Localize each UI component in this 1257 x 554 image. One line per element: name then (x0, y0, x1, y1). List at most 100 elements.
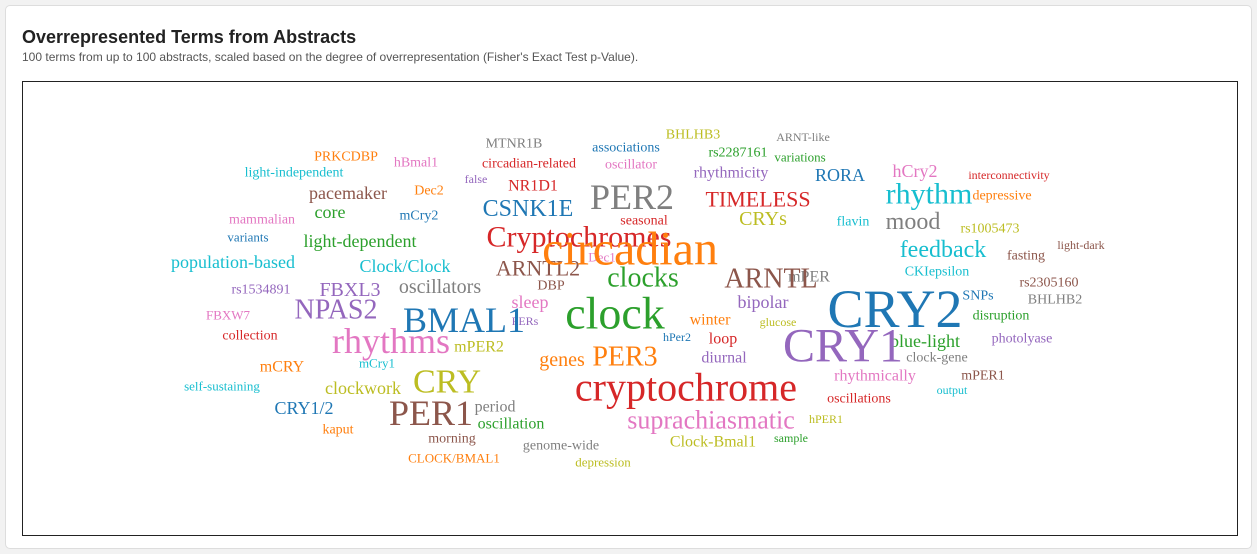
word-cry1-2: CRY1/2 (274, 398, 333, 418)
word-kaput: kaput (322, 423, 353, 438)
word-rs1534891: rs1534891 (231, 283, 290, 298)
word-cryptochrome: cryptochrome (575, 365, 797, 410)
word-clocks: clocks (607, 263, 679, 294)
word-dbp: DBP (537, 279, 564, 294)
word-cry2: CRY2 (827, 279, 962, 339)
word-dec1: Dec1 (588, 250, 615, 265)
word-oscillators: oscillators (399, 276, 481, 298)
word-winter: winter (690, 312, 732, 329)
word-light-dark: light-dark (1057, 238, 1104, 252)
word-photolyase: photolyase (992, 332, 1053, 347)
word-genes: genes (539, 349, 585, 371)
wordcloud-frame: sample hPER1 output glucose hPer2 PERs false AR… (22, 81, 1238, 536)
word-bipolar: bipolar (738, 292, 789, 312)
word-fbxw7: FBXW7 (206, 308, 251, 323)
word-rs2305160: rs2305160 (1019, 276, 1078, 291)
word-snps: SNPs (962, 289, 993, 304)
word-depression: depression (575, 455, 631, 470)
word-mper2: mPER2 (454, 339, 504, 356)
word-hbmal1: hBmal1 (394, 156, 438, 171)
panel-subtitle: 100 terms from up to 100 abstracts, scal… (22, 50, 639, 64)
word-per1: PER1 (389, 393, 473, 433)
word-csnk1e: CSNK1E (483, 196, 574, 222)
word-clock-bmal1: Clock-Bmal1 (670, 434, 756, 451)
word-mcry: mCRY (260, 359, 305, 376)
word-period: period (475, 399, 516, 416)
word-cry1: CRY1 (783, 320, 903, 373)
word-variants: variants (227, 230, 268, 245)
word-per3: PER3 (592, 342, 657, 373)
word-core: core (315, 202, 346, 222)
word-self-sustaining: self-sustaining (184, 379, 260, 394)
wordcloud-card: Overrepresented Terms from Abstracts 100… (5, 5, 1252, 549)
word-diurnal: diurnal (701, 350, 747, 367)
panel-title: Overrepresented Terms from Abstracts (22, 27, 357, 47)
word-mcry2: mCry2 (400, 209, 439, 224)
word-hper1: hPER1 (809, 412, 843, 426)
word-bhlhb2: BHLHB2 (1028, 293, 1082, 308)
word-cry: CRY (413, 364, 481, 401)
word-timeless: TIMELESS (705, 187, 810, 212)
word-clockwork: clockwork (325, 378, 401, 398)
word-dec2: Dec2 (414, 184, 444, 199)
word-oscillator: oscillator (605, 158, 657, 173)
word-rhythms: rhythms (332, 321, 450, 361)
word-loop: loop (709, 331, 737, 348)
word-fbxl3: FBXL3 (319, 279, 380, 301)
word-clock-bmal1: CLOCK/BMAL1 (408, 451, 500, 466)
word-genome-wide: genome-wide (523, 439, 599, 454)
word-bhlhb3: BHLHB3 (666, 128, 720, 143)
word-mper: mPER (788, 269, 830, 286)
word-clock-gene: clock-gene (906, 351, 967, 366)
word-oscillation: oscillation (478, 416, 545, 433)
word-false: false (465, 172, 488, 186)
word-rhythmicity: rhythmicity (694, 165, 769, 182)
word-output: output (937, 383, 968, 397)
word-pers: PERs (512, 314, 539, 328)
word-prkcdbp: PRKCDBP (314, 150, 378, 165)
word-hcry2: hCry2 (893, 161, 938, 181)
word-clock-clock: Clock/Clock (360, 256, 451, 276)
word-depressive: depressive (972, 189, 1031, 204)
word-arntl2: ARNTL2 (496, 256, 580, 281)
word-light-dependent: light-dependent (304, 231, 417, 251)
word-fasting: fasting (1007, 249, 1045, 264)
word-circadian: circadian (542, 223, 718, 276)
word-bmal1: BMAL1 (403, 300, 525, 340)
word-glucose: glucose (760, 315, 797, 329)
word-clock: clock (565, 288, 665, 339)
word-rhythmically: rhythmically (834, 368, 916, 385)
word-blue-light: blue-light (890, 331, 960, 351)
word-mcry1: mCry1 (359, 356, 395, 371)
word-collection: collection (222, 329, 277, 344)
word-circadian-related: circadian-related (482, 157, 576, 172)
word-crys: CRYs (739, 208, 787, 230)
word-morning: morning (428, 432, 475, 447)
word-rhythm: rhythm (886, 178, 973, 211)
word-seasonal: seasonal (620, 214, 668, 229)
word-mtnr1b: MTNR1B (486, 137, 543, 152)
word-nr1d1: NR1D1 (508, 178, 558, 195)
word-cryptochromes: Cryptochromes (487, 221, 672, 254)
word-sample: sample (774, 431, 808, 445)
word-rs1005473: rs1005473 (960, 222, 1019, 237)
word-population-based: population-based (171, 252, 295, 272)
word-arnt-like: ARNT-like (776, 130, 830, 144)
word-ckiepsilon: CKIepsilon (905, 265, 970, 280)
word-variations: variations (774, 150, 825, 165)
word-sleep: sleep (512, 292, 549, 312)
word-mood: mood (886, 209, 941, 235)
word-arntl: ARNTL (724, 264, 817, 295)
word-pacemaker: pacemaker (309, 183, 387, 203)
word-associations: associations (592, 141, 660, 156)
word-npas2: NPAS2 (294, 295, 377, 326)
word-oscillations: oscillations (827, 392, 891, 407)
word-suprachiasmatic: suprachiasmatic (627, 406, 795, 435)
word-feedback: feedback (900, 237, 987, 263)
word-rora: RORA (815, 165, 865, 185)
word-mper1: mPER1 (961, 369, 1005, 384)
word-flavin: flavin (837, 215, 870, 230)
word-disruption: disruption (973, 309, 1030, 324)
word-light-independent: light-independent (245, 166, 344, 181)
